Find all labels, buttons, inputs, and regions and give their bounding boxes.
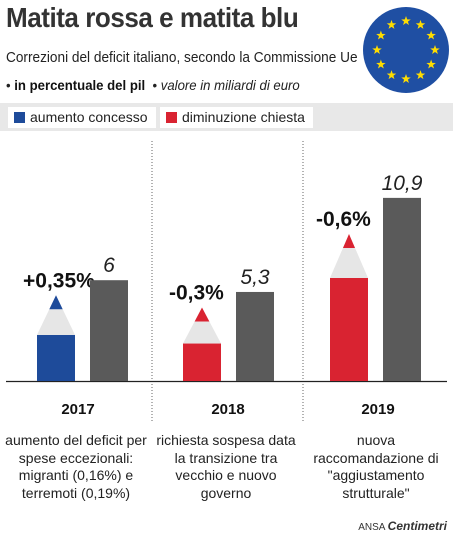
value-bar-2017 bbox=[90, 280, 128, 381]
flag-disc bbox=[363, 7, 449, 93]
value-label-2018: 5,3 bbox=[240, 266, 270, 289]
pencil-wood-2019 bbox=[330, 248, 368, 278]
legend: aumento concesso diminuzione chiesta bbox=[0, 103, 453, 131]
pencil-wood-2017 bbox=[37, 309, 75, 335]
flag-star bbox=[426, 59, 436, 69]
source-prefix: ANSA bbox=[358, 522, 385, 533]
units-line: • in percentuale del pil • valore in mil… bbox=[6, 77, 300, 93]
flag-star bbox=[401, 74, 411, 84]
source-credit: ANSA Centimetri bbox=[358, 519, 447, 533]
year-label-2018: 2018 bbox=[211, 401, 244, 418]
bar-chart: +0,35% 6 2017 -0,3% 5,3 2018 -0,6% 10,9 2019 bbox=[6, 141, 447, 421]
unit-billions: valore in miliardi di euro bbox=[160, 77, 300, 93]
page-subtitle: Correzioni del deficit italiano, secondo… bbox=[6, 50, 358, 66]
flag-star bbox=[376, 30, 386, 40]
bullet: • bbox=[6, 77, 11, 93]
legend-swatch-red bbox=[166, 112, 177, 123]
percent-label-2017: +0,35% bbox=[23, 269, 95, 292]
flag-star bbox=[386, 70, 397, 80]
pencil-bar-2019 bbox=[330, 278, 368, 381]
flag-star bbox=[372, 45, 382, 55]
legend-item-diminuzione: diminuzione chiesta bbox=[160, 107, 313, 128]
flag-star bbox=[376, 59, 386, 69]
pencil-bar-2018 bbox=[183, 343, 221, 381]
percent-label-2019: -0,6% bbox=[316, 208, 371, 231]
source-brand: Centimetri bbox=[387, 519, 447, 533]
note-2019: nuova raccomandazione di "aggiustamento … bbox=[313, 432, 439, 501]
flag-star bbox=[415, 70, 426, 80]
legend-swatch-blue bbox=[14, 112, 25, 123]
legend-label: diminuzione chiesta bbox=[182, 109, 305, 125]
flag-star bbox=[386, 19, 397, 29]
page-title: Matita rossa e matita blu bbox=[6, 2, 299, 33]
bullet: • bbox=[148, 77, 158, 93]
pencil-tip-2017 bbox=[49, 295, 63, 310]
unit-percent: in percentuale del pil bbox=[14, 77, 146, 93]
note-2018: richiesta sospesa data la transizione tr… bbox=[156, 432, 296, 501]
flag-star bbox=[415, 19, 426, 29]
pencil-wood-2018 bbox=[183, 321, 221, 344]
legend-item-aumento: aumento concesso bbox=[8, 107, 156, 128]
value-bar-2018 bbox=[236, 291, 274, 381]
eu-flag-icon bbox=[363, 7, 449, 93]
year-label-2017: 2017 bbox=[61, 401, 94, 418]
value-bar-2019 bbox=[383, 197, 421, 381]
value-label-2019: 10,9 bbox=[382, 172, 423, 195]
year-label-2019: 2019 bbox=[361, 401, 394, 418]
value-label-2017: 6 bbox=[103, 254, 115, 277]
pencil-tip-2019 bbox=[342, 234, 356, 248]
note-2017: aumento del deficit per spese eccezional… bbox=[5, 432, 147, 501]
legend-label: aumento concesso bbox=[30, 109, 148, 125]
flag-star bbox=[430, 45, 440, 55]
percent-label-2018: -0,3% bbox=[169, 282, 224, 305]
flag-star bbox=[426, 30, 436, 40]
pencil-tip-2018 bbox=[194, 307, 210, 322]
pencil-bar-2017 bbox=[37, 334, 75, 381]
flag-star bbox=[401, 16, 411, 26]
